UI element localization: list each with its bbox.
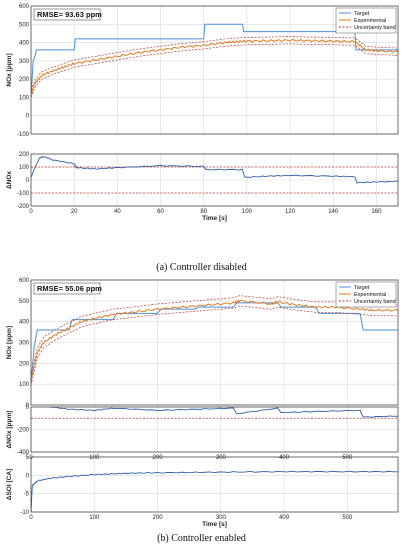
x-tick-label: 40 xyxy=(114,209,121,215)
y-tick-label: 200 xyxy=(19,361,30,367)
x-tick-label: 120 xyxy=(285,209,296,215)
series-uncertainty-band xyxy=(31,43,398,98)
x-tick-label: 0 xyxy=(29,515,33,521)
y-tick-label: -5 xyxy=(24,492,30,498)
caption-a: (a) Controller disabled xyxy=(156,262,247,273)
legend-label: Uncertainty band xyxy=(354,299,396,305)
y-tick-label: 300 xyxy=(19,341,30,347)
y-tick-label: 100 xyxy=(19,165,30,171)
rmse-text: RMSE= 55.06 ppm xyxy=(37,284,102,293)
y-tick-label: 400 xyxy=(19,320,30,326)
series-experimental xyxy=(31,38,398,94)
rmse-text: RMSE= 93.63 ppm xyxy=(37,10,102,19)
x-tick-label: 200 xyxy=(153,455,164,461)
plot-area xyxy=(31,295,398,386)
x-tick-label: 300 xyxy=(216,515,227,521)
x-tick-label: 100 xyxy=(242,209,253,215)
y-tick-label: 0 xyxy=(26,473,30,479)
axes-box xyxy=(30,456,399,513)
y-tick-label: 600 xyxy=(19,278,30,284)
y-tick-label: 100 xyxy=(19,95,30,101)
series-experimental xyxy=(31,299,398,381)
chart-panel-a-bottom: -200 -100 0 100 200 0 20 40 60 80 100 120 140 160 ΔNOx… xyxy=(6,152,399,222)
legend-label: Target xyxy=(354,11,370,17)
chart-panel-a-top: -100 0 100 200 300 400 500 600 NOx [ppm] RMSE= 93… xyxy=(6,4,399,138)
axes-box xyxy=(30,153,399,207)
legend-label: Uncertainty band xyxy=(354,25,396,31)
x-axis-label: Time [s] xyxy=(202,215,227,222)
x-tick-label: 60 xyxy=(157,209,164,215)
y-tick-label: 100 xyxy=(19,382,30,388)
series-uncertainty-band xyxy=(31,36,398,91)
x-tick-label: 0 xyxy=(29,209,33,215)
y-tick-label: 0 xyxy=(26,403,30,409)
y-tick-label: 300 xyxy=(19,59,30,65)
y-tick-label: 0 xyxy=(26,178,30,184)
y-tick-label: -100 xyxy=(17,191,30,197)
series-actuation xyxy=(31,470,398,512)
y-tick-label: -100 xyxy=(17,132,30,138)
y-tick-label: -200 xyxy=(17,428,30,434)
x-tick-label: 20 xyxy=(71,209,78,215)
y-axis-label: ΔSOI [CA] xyxy=(6,469,13,500)
x-tick-label: 160 xyxy=(371,209,382,215)
x-tick-label: 100 xyxy=(89,455,100,461)
series-error xyxy=(31,156,398,184)
y-tick-label: -200 xyxy=(17,204,30,210)
y-tick-label: -400 xyxy=(17,450,30,456)
x-tick-label: 200 xyxy=(153,515,164,521)
caption-b: (b) Controller enabled xyxy=(157,533,246,544)
y-tick-label: 500 xyxy=(19,22,30,28)
plot-area xyxy=(31,156,398,194)
chart-panel-b-top: 0 100 200 300 400 500 600 NOx [ppm] RMSE= 55.06 … xyxy=(6,278,399,409)
y-tick-label: 0 xyxy=(26,114,30,120)
x-tick-label: 100 xyxy=(89,515,100,521)
y-axis-label: ΔNOx [ppm] xyxy=(6,411,13,449)
y-tick-label: 600 xyxy=(19,4,30,10)
x-tick-label: 400 xyxy=(279,515,290,521)
series-uncertainty-band xyxy=(31,305,398,386)
axes-box xyxy=(30,5,399,135)
x-tick-label: 140 xyxy=(328,209,339,215)
y-axis-label: NOx [ppm] xyxy=(6,326,13,359)
rmse-annotation: RMSE= 93.63 ppm xyxy=(33,8,102,21)
plot-area xyxy=(31,470,398,512)
y-tick-label: -10 xyxy=(20,510,29,516)
legend-label: Experimental xyxy=(354,18,386,24)
legend-label: Target xyxy=(354,285,370,291)
x-tick-label: 500 xyxy=(342,515,353,521)
x-tick-label: 500 xyxy=(342,455,353,461)
y-axis-label: NOx [ppm] xyxy=(6,53,13,86)
x-axis-label: Time [s] xyxy=(202,521,227,528)
y-tick-label: 200 xyxy=(19,152,30,158)
axes-box xyxy=(30,279,399,406)
x-tick-label: 80 xyxy=(200,209,207,215)
y-tick-label: 500 xyxy=(19,299,30,305)
rmse-annotation: RMSE= 55.06 ppm xyxy=(33,282,102,295)
x-tick-label: 400 xyxy=(279,455,290,461)
series-uncertainty-band xyxy=(31,295,398,375)
y-tick-label: 400 xyxy=(19,41,30,47)
chart-panel-b-middle: -400-20000100200300400500ΔNOx [ppm] xyxy=(6,405,399,461)
y-tick-label: 0 xyxy=(26,405,30,411)
legend-label: Experimental xyxy=(354,292,386,298)
y-tick-label: 5 xyxy=(26,455,30,461)
axes-box xyxy=(30,406,399,453)
y-axis-label: ΔNOx xyxy=(6,171,13,189)
y-tick-label: 200 xyxy=(19,77,30,83)
x-tick-label: 300 xyxy=(216,455,227,461)
